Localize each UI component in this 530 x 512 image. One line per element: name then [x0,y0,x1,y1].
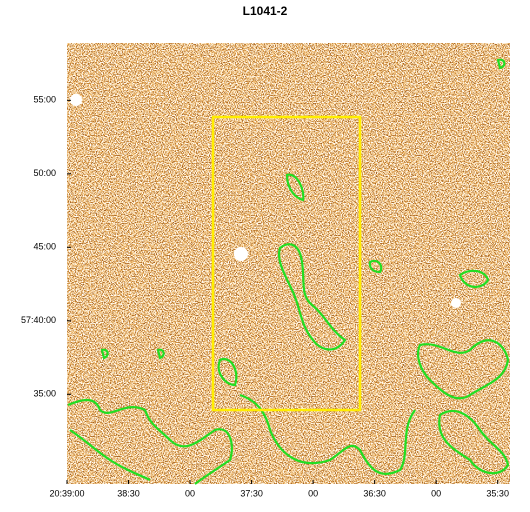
x-tick-label: 36:30 [363,488,386,498]
star [234,247,248,261]
x-tick-label: 38:30 [117,488,140,498]
x-tick-label: 00 [308,488,318,498]
y-tick-label: 50:00 [33,168,56,178]
image-noise [67,43,510,484]
chart-title: L1041-2 [243,4,288,18]
star [70,94,82,106]
x-tick-label: 00 [185,488,195,498]
x-tick-label: 20:39:00 [49,488,84,498]
y-tick-label: 35:00 [33,389,56,399]
y-tick-label: 57:40:00 [21,315,56,325]
x-tick-label: 37:30 [240,488,263,498]
x-tick-label: 00 [431,488,441,498]
y-tick-label: 45:00 [33,242,56,252]
contours [67,58,510,485]
sky-image [67,43,510,484]
y-tick-label: 55:00 [33,95,56,105]
field-box [211,115,362,412]
star [451,298,461,308]
x-tick-label: 35:30 [486,488,509,498]
